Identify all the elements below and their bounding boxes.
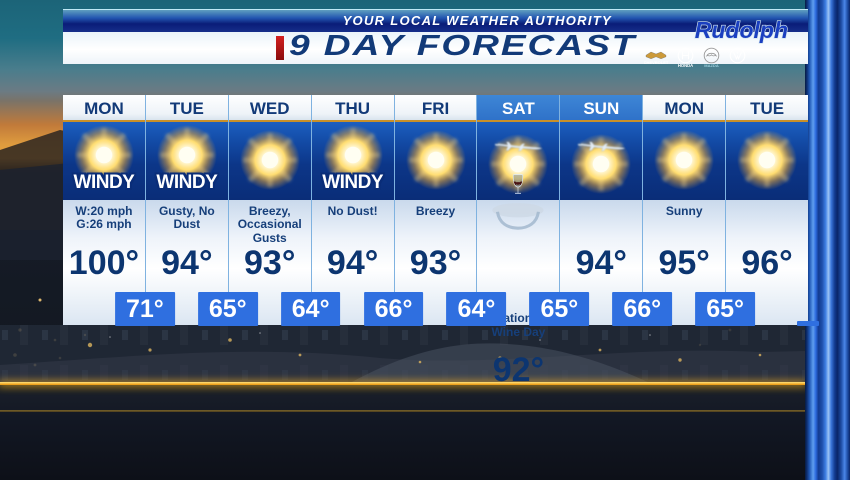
svg-text:HONDA: HONDA — [678, 63, 693, 67]
svg-text:CHEVROLET: CHEVROLET — [644, 60, 669, 65]
svg-text:MAZDA: MAZDA — [704, 63, 719, 67]
